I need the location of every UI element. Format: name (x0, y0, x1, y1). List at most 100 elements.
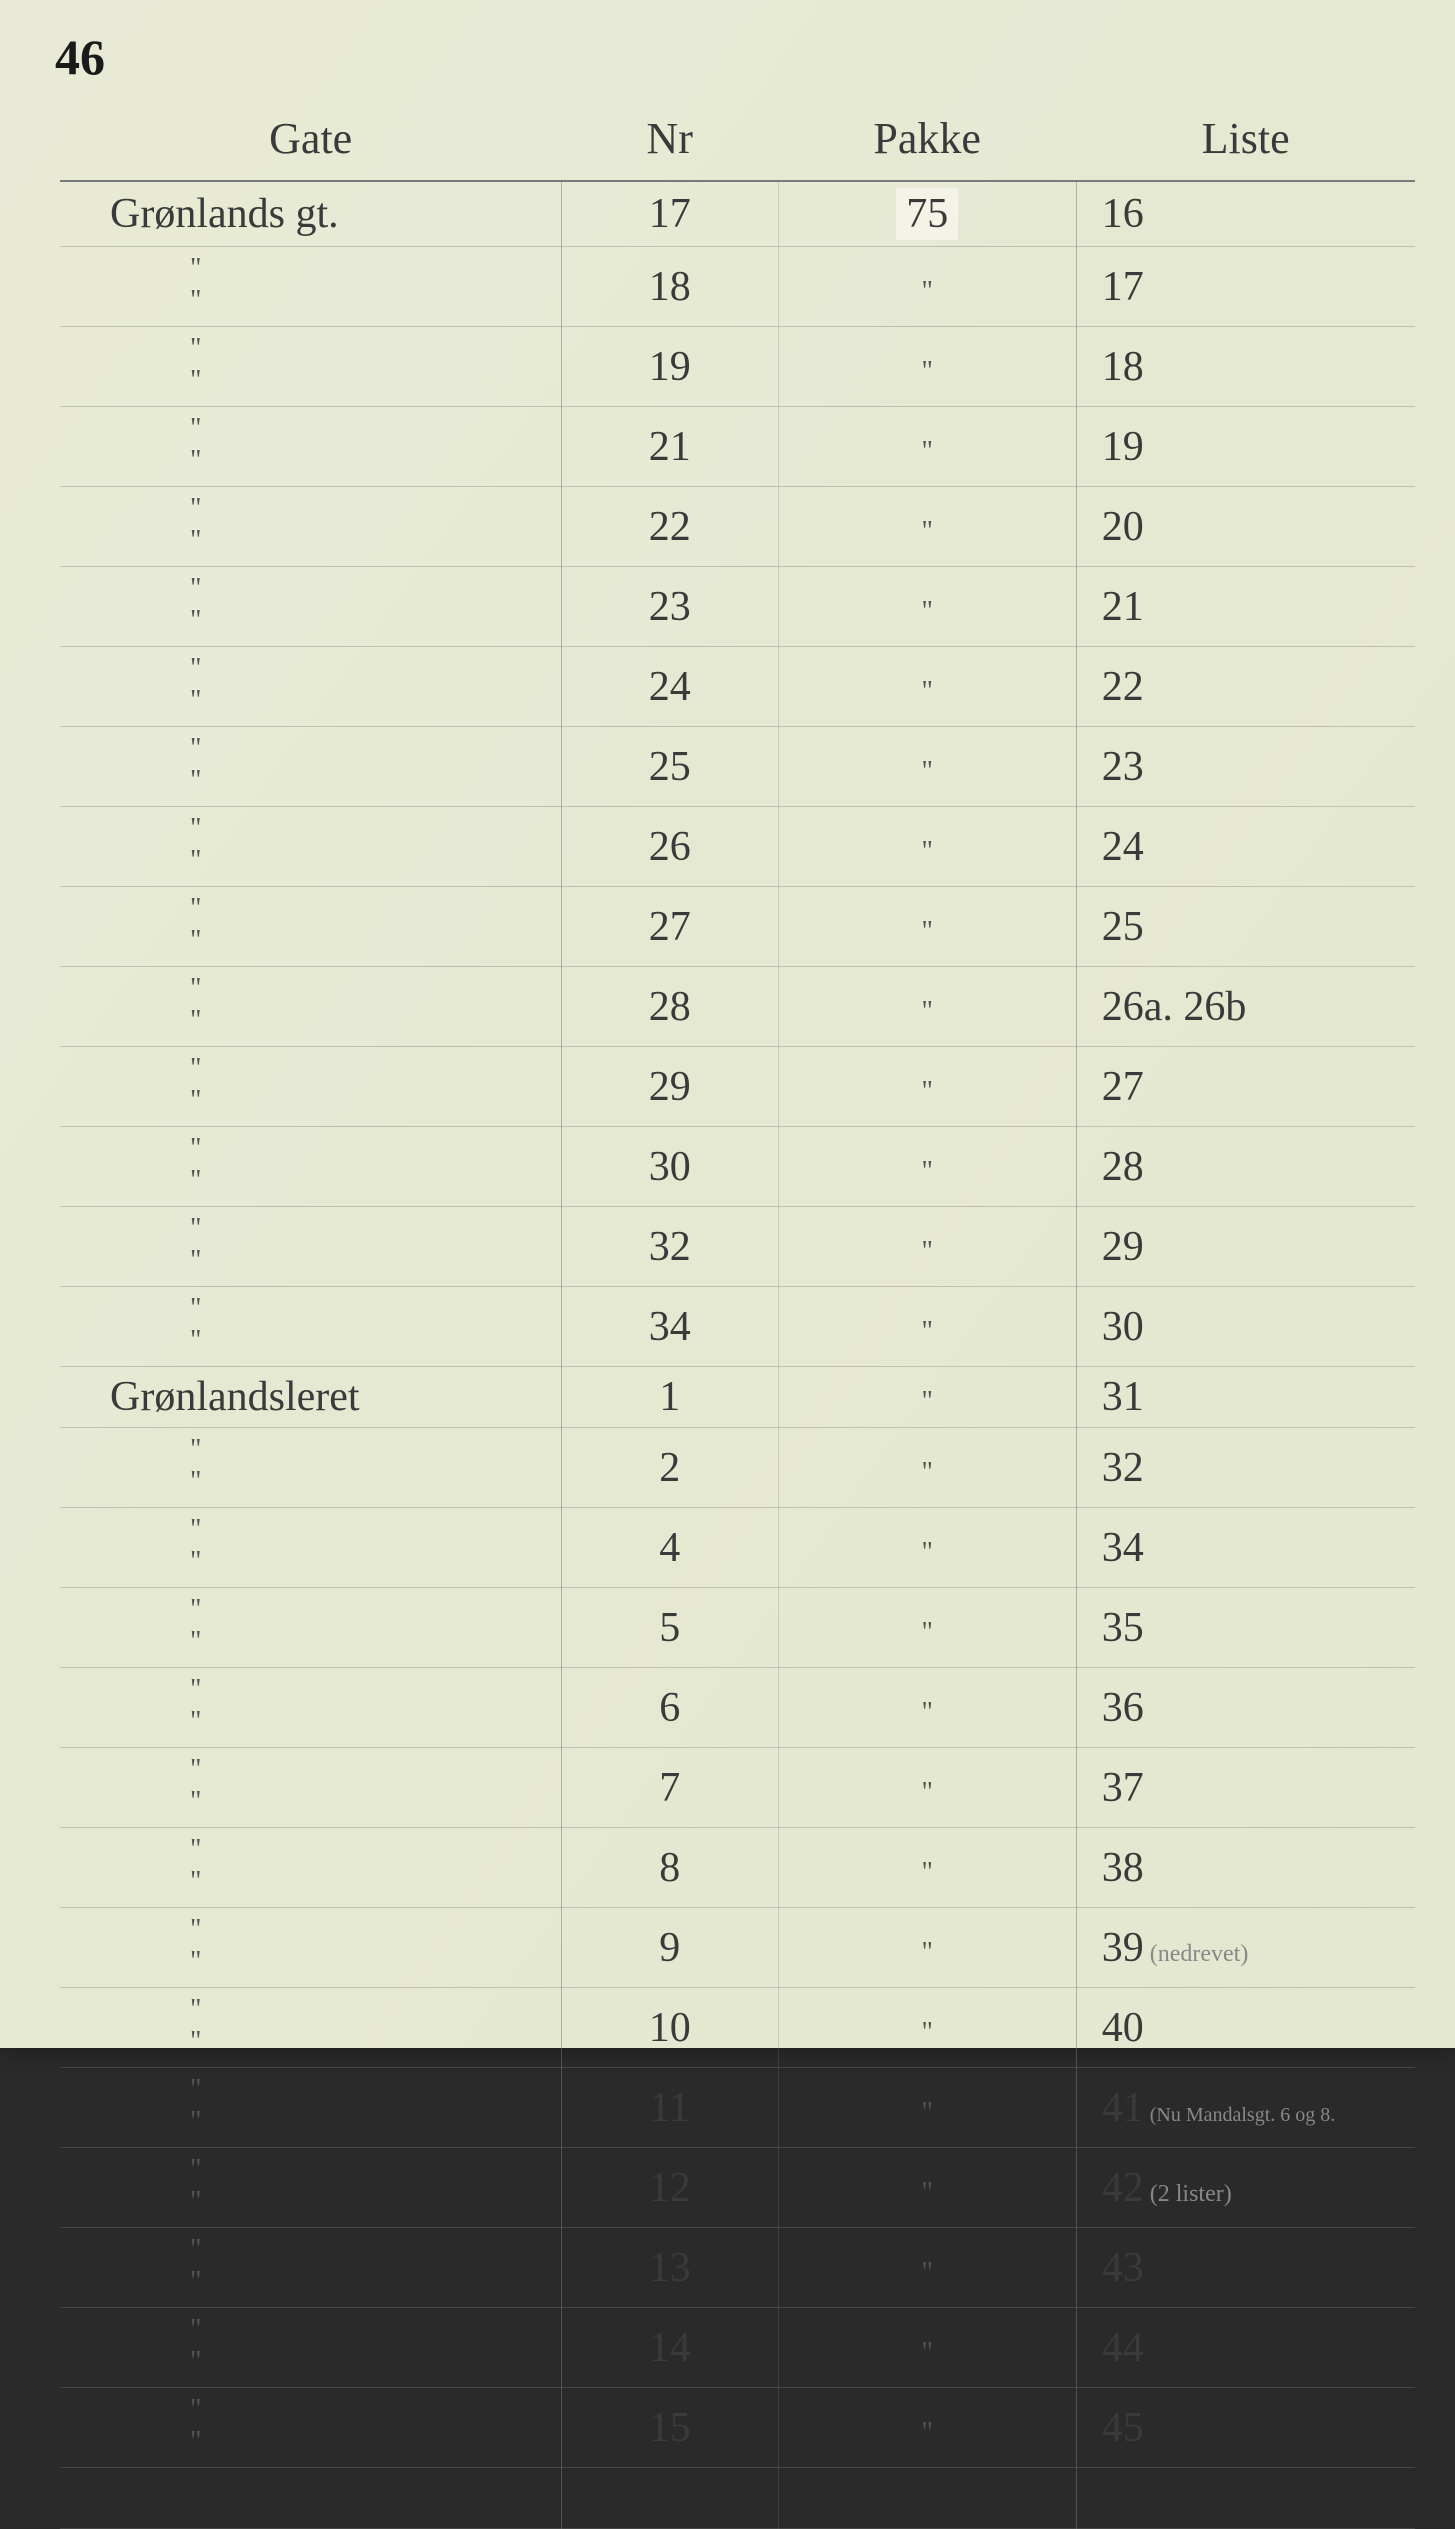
liste-value: 45 (1102, 2405, 1144, 2451)
cell-nr: 10 (561, 1988, 778, 2068)
header-liste: Liste (1076, 105, 1415, 181)
liste-value: 25 (1102, 904, 1144, 950)
ditto-mark: " " (110, 1514, 549, 1578)
table-row: " "14"44 (60, 2308, 1415, 2388)
table-row: " "15"45 (60, 2388, 1415, 2468)
cell-liste: 18 (1076, 327, 1415, 407)
cell-liste: 29 (1076, 1207, 1415, 1287)
cell-liste: 30 (1076, 1287, 1415, 1367)
ditto-mark: " (921, 1697, 932, 1728)
liste-value: 27 (1102, 1064, 1144, 1110)
liste-value: 42 (1102, 2165, 1144, 2211)
ditto-mark: " (921, 1617, 932, 1648)
ditto-mark: " (921, 1457, 932, 1488)
cell-nr: 4 (561, 1508, 778, 1588)
ditto-mark: " " (110, 493, 549, 557)
cell-gate: " " (60, 2228, 561, 2308)
table-row: " "11"41(Nu Mandalsgt. 6 og 8. (60, 2068, 1415, 2148)
cell-liste: 19 (1076, 407, 1415, 487)
cell-gate: " " (60, 1047, 561, 1127)
cell-liste: 43 (1076, 2228, 1415, 2308)
ditto-mark: " " (110, 1213, 549, 1277)
cell-pakke: " (778, 1588, 1076, 1668)
liste-value: 40 (1102, 2005, 1144, 2051)
ditto-mark: " (921, 1777, 932, 1808)
cell-gate: " " (60, 2068, 561, 2148)
liste-value: 43 (1102, 2245, 1144, 2291)
ditto-mark: " " (110, 893, 549, 957)
ditto-mark: " (921, 2257, 932, 2288)
cell-pakke: " (778, 887, 1076, 967)
ditto-mark: " " (110, 1293, 549, 1357)
cell-gate: " " (60, 647, 561, 727)
ditto-mark: " (921, 996, 932, 1027)
table-body: Grønlands gt.177516" "18"17" "19"18" "21… (60, 181, 1415, 2529)
table-header: Gate Nr Pakke Liste (60, 105, 1415, 181)
cell-gate: " " (60, 327, 561, 407)
ditto-mark: " " (110, 1754, 549, 1818)
cell-liste: 42(2 lister) (1076, 2148, 1415, 2228)
ditto-mark: " (921, 836, 932, 867)
cell-pakke: 75 (778, 181, 1076, 247)
liste-value: 23 (1102, 744, 1144, 790)
cell-gate: " " (60, 1988, 561, 2068)
liste-value: 26a. 26b (1102, 984, 1247, 1030)
cell-gate: " " (60, 1748, 561, 1828)
cell-pakke: " (778, 407, 1076, 487)
liste-note: (Nu Mandalsgt. 6 og 8. (1150, 2104, 1336, 2126)
liste-note: (2 lister) (1150, 2181, 1232, 2207)
table-row: " "28 " 26a. 26b (60, 967, 1415, 1047)
ditto-mark: " " (110, 2074, 549, 2138)
cell-gate: " " (60, 727, 561, 807)
cell-gate: " " (60, 967, 561, 1047)
cell-pakke: " (778, 567, 1076, 647)
liste-value: 36 (1102, 1685, 1144, 1731)
cell-gate: " " (60, 1207, 561, 1287)
cell-nr: 27 (561, 887, 778, 967)
page-number: 46 (55, 28, 105, 86)
table-row: " "30"28 (60, 1127, 1415, 1207)
cell-pakke: " (778, 647, 1076, 727)
table-row: " "32"29 (60, 1207, 1415, 1287)
cell-gate: Grønlandsleret (60, 1367, 561, 1428)
ditto-mark: " " (110, 413, 549, 477)
cell-pakke: " (778, 327, 1076, 407)
cell-pakke: " (778, 2388, 1076, 2468)
cell-nr: 7 (561, 1748, 778, 1828)
liste-value: 16 (1102, 191, 1144, 237)
cell-nr: 28 (561, 967, 778, 1047)
cell-liste: 35 (1076, 1588, 1415, 1668)
ditto-mark: " " (110, 1914, 549, 1978)
ditto-mark: " (921, 2337, 932, 2368)
table-row: " "9"39(nedrevet) (60, 1908, 1415, 1988)
table-row: " "21"19 (60, 407, 1415, 487)
table-row: Grønlands gt.177516 (60, 181, 1415, 247)
cell-pakke: " (778, 1908, 1076, 1988)
cell-liste: 16 (1076, 181, 1415, 247)
header-gate: Gate (60, 105, 561, 181)
cell-liste: 40 (1076, 1988, 1415, 2068)
cell-liste: 45 (1076, 2388, 1415, 2468)
cell-liste: 23 (1076, 727, 1415, 807)
cell-gate: " " (60, 887, 561, 967)
cell-nr: 19 (561, 327, 778, 407)
liste-value: 24 (1102, 824, 1144, 870)
cell-liste: 31 (1076, 1367, 1415, 1428)
liste-value: 22 (1102, 664, 1144, 710)
cell-liste: 34 (1076, 1508, 1415, 1588)
ditto-mark: " (921, 2177, 932, 2208)
cell-nr: 13 (561, 2228, 778, 2308)
cell-nr: 26 (561, 807, 778, 887)
liste-value: 28 (1102, 1144, 1144, 1190)
table-row: " "18"17 (60, 247, 1415, 327)
liste-value: 30 (1102, 1304, 1144, 1350)
cell-pakke: " (778, 487, 1076, 567)
cell-pakke: " (778, 1988, 1076, 2068)
header-nr: Nr (561, 105, 778, 181)
cell-pakke: " (778, 1127, 1076, 1207)
cell-liste: 44 (1076, 2308, 1415, 2388)
cell-nr: 29 (561, 1047, 778, 1127)
cell-gate: " " (60, 2148, 561, 2228)
cell-nr: 24 (561, 647, 778, 727)
cell-pakke: " (778, 2308, 1076, 2388)
